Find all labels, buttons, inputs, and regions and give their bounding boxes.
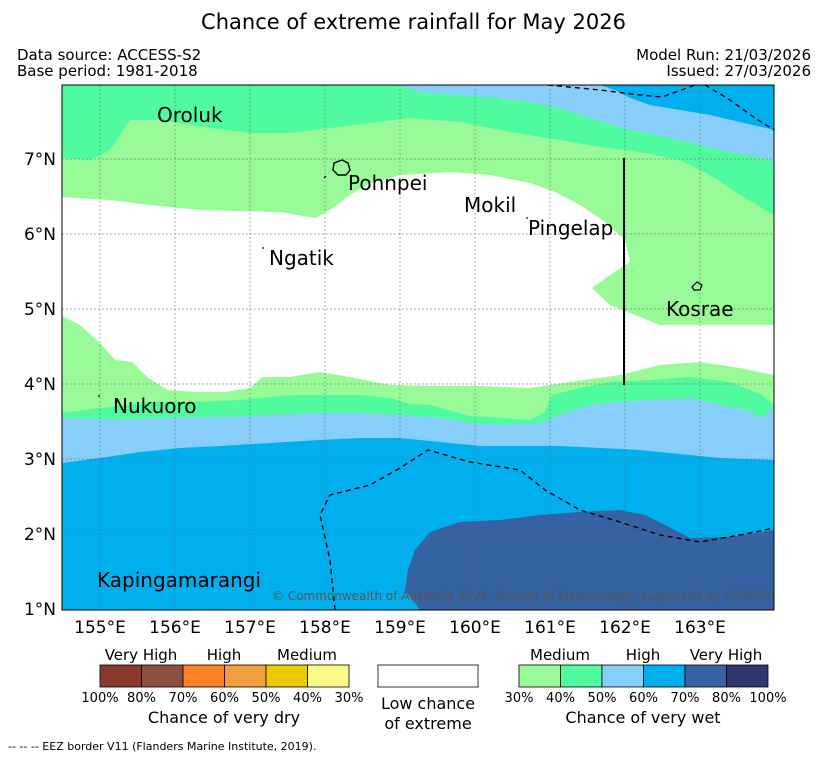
- lon-tick: 157°E: [224, 618, 276, 638]
- north-band-high-60: [600, 85, 774, 130]
- wet-swatch: [726, 664, 769, 688]
- lat-tick: 4°N: [24, 375, 56, 395]
- label-ngatik: Ngatik: [269, 246, 334, 270]
- latitude-axis: 7°N 6°N 5°N 4°N 3°N 2°N 1°N: [24, 150, 56, 620]
- wet-swatch: [601, 664, 644, 688]
- lat-tick: 7°N: [24, 150, 56, 170]
- neutral-legend: Low chance of extreme: [377, 664, 479, 733]
- dry-high-label: High: [207, 646, 241, 664]
- wet-pct: 30%: [505, 691, 534, 706]
- dry-pct: 40%: [293, 691, 322, 706]
- lat-tick: 3°N: [24, 450, 56, 470]
- eez-border: [319, 85, 774, 610]
- wet-pct: 50%: [588, 691, 617, 706]
- copyright-notice: © Commonwealth of Australia 2026, Bureau…: [272, 589, 777, 603]
- pohnpei-islet: [323, 175, 327, 179]
- lat-tick: 5°N: [24, 300, 56, 320]
- lon-tick: 156°E: [149, 618, 201, 638]
- label-pingelap: Pingelap: [528, 216, 613, 240]
- graticule: [62, 85, 774, 610]
- map-frame: [61, 84, 775, 611]
- dry-medium-label: Medium: [277, 646, 337, 664]
- ngatik-island: [262, 247, 264, 249]
- dry-caption: Chance of very dry: [148, 708, 300, 727]
- wet-swatch: [560, 664, 603, 688]
- lat-tick: 2°N: [24, 525, 56, 545]
- dry-pct: 100%: [81, 691, 118, 706]
- dry-pct: 70%: [169, 691, 198, 706]
- wet-pct: 60%: [629, 691, 658, 706]
- map-title: Chance of extreme rainfall for May 2026: [201, 10, 626, 34]
- dry-very-high-label: Very High: [105, 646, 178, 664]
- dry-swatch: [307, 664, 350, 688]
- lon-tick: 163°E: [674, 618, 726, 638]
- label-nukuoro: Nukuoro: [113, 394, 197, 418]
- dry-pct: 80%: [127, 691, 156, 706]
- neutral-label-line2: of extreme: [384, 714, 471, 733]
- model-run: Model Run: 21/03/2026: [636, 46, 811, 64]
- lon-tick: 159°E: [374, 618, 426, 638]
- dry-pct: 60%: [210, 691, 239, 706]
- label-kosrae: Kosrae: [666, 297, 734, 321]
- nukuoro-island: [98, 395, 100, 397]
- issued-date: Issued: 27/03/2026: [666, 62, 811, 80]
- dry-pct: 50%: [252, 691, 281, 706]
- lat-tick: 6°N: [24, 225, 56, 245]
- lon-tick: 160°E: [449, 618, 501, 638]
- dry-swatch: [99, 664, 142, 688]
- wet-swatch: [643, 664, 686, 688]
- label-oroluk: Oroluk: [157, 103, 223, 127]
- wet-caption: Chance of very wet: [565, 708, 720, 727]
- dry-pct: 30%: [335, 691, 364, 706]
- wet-pct: 40%: [546, 691, 575, 706]
- dry-swatch: [224, 664, 267, 688]
- wet-high-label: High: [626, 646, 660, 664]
- wet-swatch: [518, 664, 561, 688]
- pohnpei-island: [332, 159, 351, 176]
- lon-tick: 155°E: [74, 618, 126, 638]
- neutral-label-line1: Low chance: [381, 694, 475, 713]
- lon-tick: 161°E: [524, 618, 576, 638]
- dry-swatch: [141, 664, 184, 688]
- wet-pct: 70%: [671, 691, 700, 706]
- south-band-veryhigh-80: [405, 510, 774, 610]
- label-mokil: Mokil: [464, 193, 516, 217]
- label-kapingamarangi: Kapingamarangi: [97, 568, 261, 592]
- kosrae-island: [691, 281, 703, 291]
- wet-pct: 100%: [749, 691, 786, 706]
- wet-medium-label: Medium: [530, 646, 590, 664]
- base-period: Base period: 1981-2018: [17, 62, 198, 80]
- wet-legend: Medium High Very High 30% 40% 50% 60% 70…: [505, 646, 787, 727]
- dry-legend: Very High High Medium 100% 80% 70% 60% 5…: [81, 646, 363, 727]
- lat-tick: 1°N: [24, 600, 56, 620]
- lon-tick: 158°E: [299, 618, 351, 638]
- longitude-axis: 155°E 156°E 157°E 158°E 159°E 160°E 161°…: [74, 618, 726, 638]
- dry-swatch: [265, 664, 308, 688]
- wet-very-high-label: Very High: [690, 646, 763, 664]
- wet-pct: 80%: [712, 691, 741, 706]
- eez-footnote: -- -- -- EEZ border V11 (Flanders Marine…: [8, 740, 317, 753]
- data-source: Data source: ACCESS-S2: [17, 46, 202, 64]
- map-plot-area: Oroluk Pohnpei Mokil Pingelap Ngatik Kos…: [62, 85, 777, 610]
- wet-swatch: [684, 664, 727, 688]
- lon-tick: 162°E: [599, 618, 651, 638]
- neutral-swatch: [377, 664, 479, 688]
- label-pohnpei: Pohnpei: [348, 171, 428, 195]
- dry-swatch: [182, 664, 225, 688]
- pingelap-island: [526, 217, 528, 219]
